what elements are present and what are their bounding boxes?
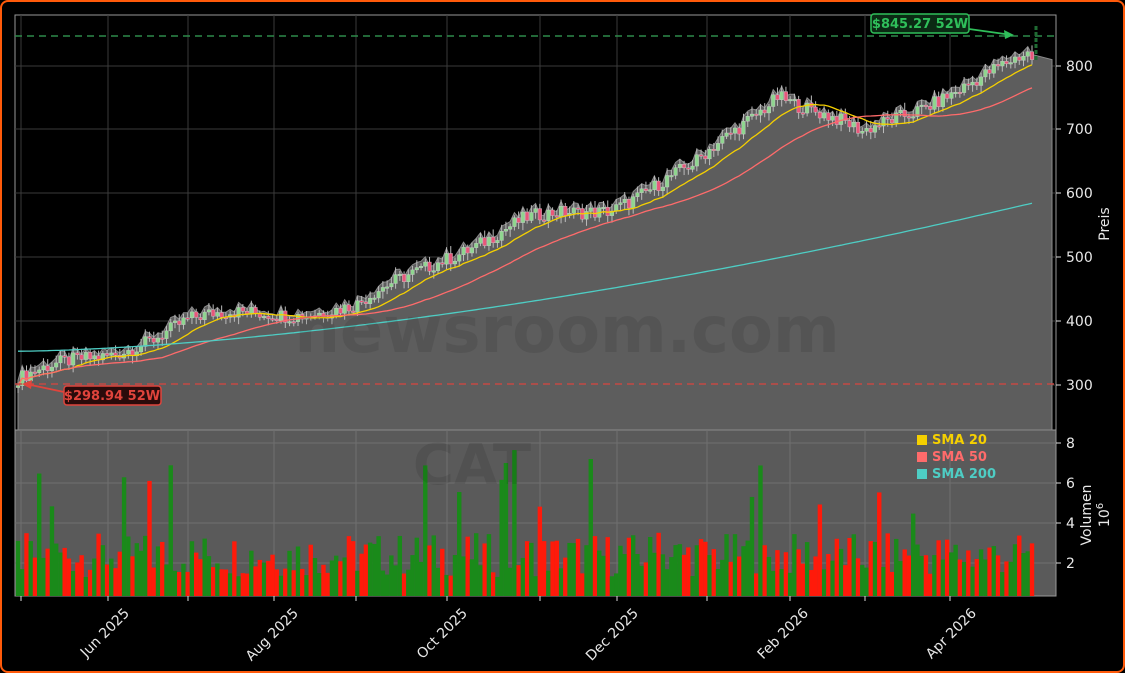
legend-sma200: SMA 200	[932, 467, 996, 482]
watermark-ticker: CAT	[413, 433, 531, 498]
volume-axis-title: Volumen	[1079, 485, 1095, 546]
high-label-box	[870, 13, 970, 34]
high-arrow-head-icon	[1004, 30, 1014, 39]
volume-scale: 106	[1095, 503, 1113, 527]
x-tick-label: Jun 2025	[77, 606, 133, 662]
price-tick: 700	[1066, 122, 1093, 138]
legend-swatch-sma20	[917, 435, 927, 445]
x-tick-label: Apr 2026	[923, 605, 980, 662]
x-tick-label: Oct 2025	[414, 606, 471, 663]
volume-plot	[15, 430, 1056, 601]
price-axis-title: Preis	[1097, 207, 1113, 240]
x-tick-label: Dec 2025	[583, 606, 642, 665]
volume-tick: 6	[1066, 476, 1075, 492]
x-tick-label: Feb 2026	[755, 605, 812, 662]
x-axis: Jun 2025 Aug 2025 Oct 2025 Dec 2025 Feb …	[77, 605, 980, 664]
price-tick: 500	[1066, 250, 1093, 266]
legend-swatch-sma200	[917, 469, 927, 479]
legend-swatch-sma50	[917, 452, 927, 462]
volume-tick: 4	[1066, 516, 1075, 532]
x-tick-label: Aug 2025	[243, 606, 302, 665]
watermark-text: newsroom.com	[294, 294, 839, 368]
high-label: $845.27 52W	[872, 17, 968, 32]
low-arrow-head-icon	[22, 380, 32, 389]
price-tick: 800	[1066, 59, 1093, 75]
volume-tick: 8	[1066, 436, 1075, 452]
volume-axis: 8 6 4 2 Volumen 106	[1056, 436, 1113, 572]
low-label-box	[63, 385, 162, 406]
price-plot	[15, 15, 1056, 431]
price-tick: 600	[1066, 186, 1093, 202]
volume-tick: 2	[1066, 556, 1075, 572]
legend-sma20: SMA 20	[932, 433, 987, 448]
price-tick: 300	[1066, 378, 1093, 394]
low-arrow	[25, 383, 65, 393]
price-axis: 800 700 600 500 400 300 Preis	[1056, 59, 1113, 394]
legend: SMA 20 SMA 50 SMA 200	[917, 433, 996, 482]
legend-sma50: SMA 50	[932, 450, 987, 465]
price-tick: 400	[1066, 314, 1093, 330]
low-label: $298.94 52W	[64, 389, 160, 404]
